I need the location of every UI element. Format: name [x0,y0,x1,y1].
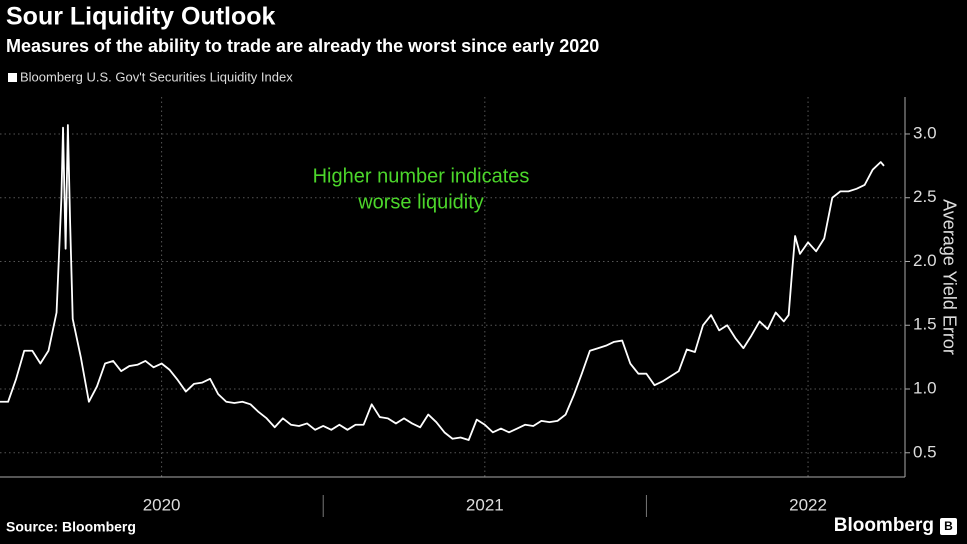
brand-icon-glyph: B [944,519,953,533]
legend-label: Bloomberg U.S. Gov't Securities Liquidit… [20,69,293,84]
legend-swatch [8,73,17,82]
x-tick-label: 2022 [789,495,827,514]
y-axis-label: Average Yield Error [939,199,959,355]
y-tick-label: 0.5 [913,442,937,461]
brand-icon [940,518,957,535]
y-tick-label: 1.5 [913,315,937,334]
source: Source: Bloomberg [6,519,136,535]
brand-logo: Bloomberg [834,515,934,536]
y-tick-label: 2.0 [913,251,937,270]
y-tick-label: 3.0 [913,123,937,142]
x-tick-label: 2021 [466,495,504,514]
chart-title: Sour Liquidity Outlook [6,3,276,31]
annotation: Higher number indicates [313,165,530,187]
x-tick-label: 2020 [143,495,181,514]
y-tick-label: 1.0 [913,378,937,397]
data-line [0,124,885,441]
y-tick-label: 2.5 [913,187,937,206]
annotation: worse liquidity [357,191,484,213]
chart-subtitle: Measures of the ability to trade are alr… [6,36,599,56]
